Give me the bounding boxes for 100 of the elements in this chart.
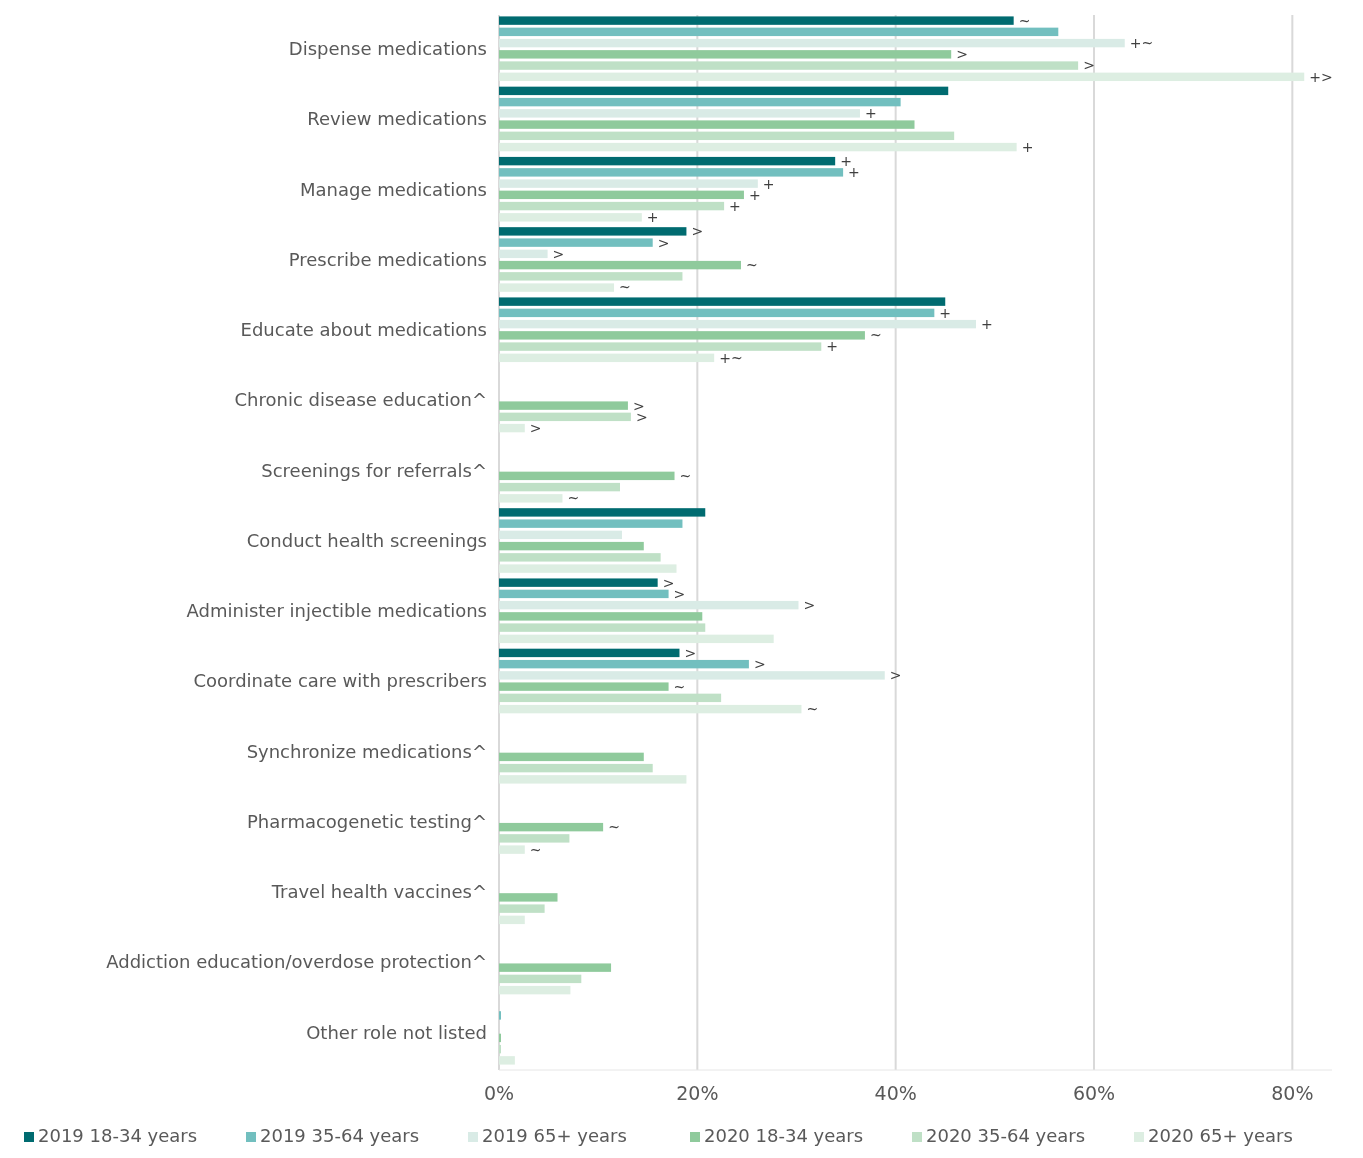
bar: [499, 283, 615, 292]
x-tick-label: 80%: [1271, 1082, 1314, 1104]
legend-label: 2020 35-64 years: [926, 1125, 1086, 1146]
bar: [499, 564, 677, 573]
bar: [499, 168, 844, 177]
data-label: >: [956, 46, 968, 63]
data-label: +: [826, 338, 839, 355]
data-label: >: [657, 234, 670, 251]
data-label: >: [673, 585, 686, 602]
bar: [499, 623, 706, 632]
bar: [499, 974, 582, 984]
y-tick-label: Screenings for referrals^: [261, 459, 487, 481]
x-tick-label: 60%: [1072, 1082, 1116, 1104]
bar: [499, 763, 653, 773]
bar: [499, 648, 680, 658]
bar: [499, 834, 570, 843]
bar: [499, 342, 822, 351]
bar: [499, 179, 758, 188]
bar: [499, 963, 612, 972]
data-label: +: [1021, 138, 1034, 155]
bar: [499, 38, 1125, 48]
data-label: +: [646, 209, 659, 226]
bar: [499, 109, 860, 118]
y-tick-label: Manage medications: [299, 178, 487, 200]
x-tick-label: 20%: [676, 1082, 719, 1104]
y-tick-label: Administer injectible medications: [186, 600, 487, 622]
data-label: >: [753, 656, 766, 673]
bar: [499, 213, 642, 222]
bar: [499, 249, 548, 259]
bar: [499, 682, 669, 691]
data-label: >: [684, 644, 697, 661]
bar: [499, 86, 949, 96]
data-label: +: [729, 197, 741, 214]
bar: [499, 260, 741, 270]
bar: [499, 775, 687, 784]
data-label: >: [803, 597, 816, 614]
data-label: ~: [679, 467, 692, 484]
bar: [499, 541, 644, 551]
data-label: ~: [1018, 12, 1031, 29]
y-tick-label: Review medications: [307, 108, 487, 130]
bar: [499, 693, 722, 703]
bar: [499, 589, 669, 599]
data-label: +~: [719, 349, 743, 366]
bar: [499, 297, 946, 306]
y-tick-label: Conduct health screenings: [246, 529, 487, 551]
bar: [499, 1056, 515, 1065]
bar: [499, 227, 687, 236]
data-label: +: [864, 105, 877, 122]
data-label: >: [1083, 57, 1095, 74]
data-label: ~: [619, 279, 631, 296]
bar: [499, 634, 774, 644]
y-tick-label: Addiction education/overdose protection^: [106, 951, 487, 973]
bar: [499, 97, 901, 107]
data-label: +: [980, 316, 993, 333]
x-tick-label: 40%: [874, 1082, 917, 1104]
bar: [499, 494, 563, 503]
data-label: >: [889, 667, 902, 684]
bar: [499, 752, 644, 762]
legend-label: 2019 18-34 years: [38, 1125, 198, 1146]
bar: [499, 904, 545, 913]
y-tick-label: Synchronize medications^: [246, 740, 487, 762]
bar: [499, 331, 865, 340]
bar: [499, 471, 675, 481]
bar: [499, 72, 1305, 82]
data-label: ~: [869, 327, 882, 344]
x-tick-label: 0%: [483, 1082, 515, 1104]
bar: [499, 120, 915, 129]
bar: [499, 423, 525, 433]
y-tick-label: Educate about medications: [240, 319, 487, 341]
data-label: ~: [673, 678, 686, 695]
y-tick-label: Coordinate care with prescribers: [193, 670, 487, 692]
bar: [499, 238, 653, 247]
bar: [499, 401, 628, 410]
bar: [499, 659, 749, 669]
data-label: ~: [567, 490, 580, 507]
bar: [499, 704, 802, 714]
legend-label: 2019 35-64 years: [260, 1125, 420, 1146]
bar: [499, 985, 571, 995]
bar: [499, 131, 955, 141]
y-tick-label: Chronic disease education^: [234, 389, 487, 411]
data-label: +~: [1129, 35, 1154, 51]
bar: [499, 915, 525, 925]
y-tick-label: Travel health vaccines^: [270, 881, 487, 903]
bar: [499, 272, 683, 281]
bar: [499, 308, 935, 318]
y-tick-label: Dispense medications: [288, 38, 487, 60]
data-label: +>: [1309, 68, 1333, 85]
data-label: ~: [745, 257, 758, 273]
data-label: ~: [608, 819, 620, 836]
bar: [499, 61, 1079, 70]
bar: [499, 319, 976, 329]
bar: [499, 519, 683, 528]
bar: [499, 578, 658, 587]
bar: [499, 201, 725, 211]
bar: [499, 412, 631, 422]
data-label: +: [762, 175, 775, 192]
bar: [499, 671, 885, 680]
data-label: ~: [806, 701, 819, 718]
data-label: >: [529, 419, 542, 436]
bar: [499, 508, 706, 517]
